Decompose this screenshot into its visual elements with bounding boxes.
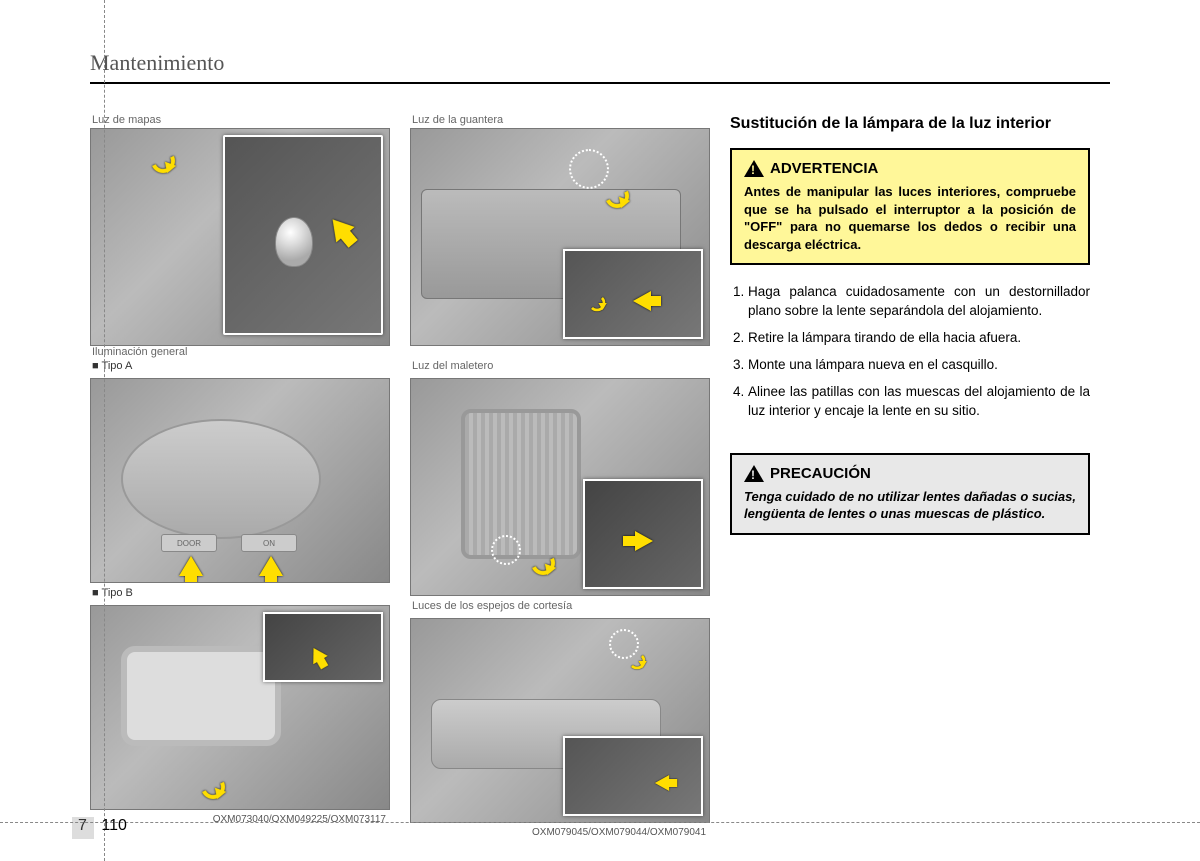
figure-vanity xyxy=(410,618,710,823)
step-item: Retire la lámpara tirando de ella hacia … xyxy=(748,329,1090,348)
figure-inset xyxy=(263,612,383,682)
caution-title: PRECAUCIÓN xyxy=(770,465,871,482)
on-button-label: ON xyxy=(241,534,297,552)
figure-inset xyxy=(583,479,703,589)
lens-graphic xyxy=(461,409,581,559)
warning-body: Antes de manipular las luces interiores,… xyxy=(744,183,1076,253)
step-item: Haga palanca cuidadosamente con un desto… xyxy=(748,283,1090,321)
caption-glove: Luz de la guantera xyxy=(410,114,710,126)
figure-inset xyxy=(223,135,383,335)
columns: Luz de mapas Iluminación general ■ Tipo … xyxy=(90,114,1110,838)
door-button-label: DOOR xyxy=(161,534,217,552)
caption-map-light: Luz de mapas xyxy=(90,114,390,126)
warning-title-row: ADVERTENCIA xyxy=(744,160,1076,177)
chapter-number: 7 xyxy=(78,817,87,834)
warning-triangle-icon xyxy=(744,160,764,177)
figure-inset xyxy=(563,249,703,339)
figure-glove xyxy=(410,128,710,346)
caution-body: Tenga cuidado de no utilizar lentes daña… xyxy=(744,488,1076,523)
dotted-circle xyxy=(569,149,609,189)
mirror-graphic xyxy=(121,646,281,746)
arrow-icon xyxy=(589,295,606,312)
figure-map-light xyxy=(90,128,390,346)
warning-title: ADVERTENCIA xyxy=(770,160,878,177)
arrow-icon xyxy=(633,291,651,311)
arrow-icon xyxy=(655,775,669,791)
bulb-graphic xyxy=(275,217,313,267)
caution-title-row: PRECAUCIÓN xyxy=(744,465,1076,482)
arrow-icon xyxy=(635,531,653,551)
figure-trunk xyxy=(410,378,710,596)
crop-mark xyxy=(0,822,1200,823)
arrow-icon xyxy=(148,146,179,177)
caption-general: Iluminación general xyxy=(90,346,390,358)
subheading: Sustitución de la lámpara de la luz inte… xyxy=(730,114,1090,134)
title-rule xyxy=(90,82,1110,84)
arrow-icon xyxy=(259,556,283,576)
dotted-circle xyxy=(491,535,521,565)
label-tipo-a: ■ Tipo A xyxy=(90,360,390,372)
step-item: Monte una lámpara nueva en el casquillo. xyxy=(748,356,1090,375)
column-right: Sustitución de la lámpara de la luz inte… xyxy=(730,114,1090,838)
caption-trunk: Luz del maletero xyxy=(410,360,710,372)
lens-graphic xyxy=(121,419,321,539)
crop-mark xyxy=(104,0,105,861)
arrow-icon xyxy=(198,772,229,803)
arrow-icon xyxy=(306,644,328,665)
page-number-value: 110 xyxy=(101,817,127,834)
arrow-icon xyxy=(179,556,203,576)
arrow-icon xyxy=(629,653,646,670)
page-content: Mantenimiento Luz de mapas Iluminación g… xyxy=(90,50,1110,838)
image-code-left: OXM073040/OXM049225/OXM073117 xyxy=(90,814,390,825)
steps-list: Haga palanca cuidadosamente con un desto… xyxy=(730,283,1090,428)
column-mid: Luz de la guantera Luz del maletero xyxy=(410,114,710,838)
section-title: Mantenimiento xyxy=(90,50,1110,76)
figure-general-a: DOOR ON xyxy=(90,378,390,583)
figure-general-b xyxy=(90,605,390,810)
figure-inset xyxy=(563,736,703,816)
warning-box: ADVERTENCIA Antes de manipular las luces… xyxy=(730,148,1090,265)
step-item: Alinee las patillas con las muescas del … xyxy=(748,383,1090,421)
caution-box: PRECAUCIÓN Tenga cuidado de no utilizar … xyxy=(730,453,1090,535)
column-left: Luz de mapas Iluminación general ■ Tipo … xyxy=(90,114,390,838)
image-code-mid: OXM079045/OXM079044/OXM079041 xyxy=(410,827,710,838)
caution-triangle-icon xyxy=(744,465,764,482)
arrow-icon xyxy=(323,212,354,243)
page-number: 7 110 xyxy=(78,817,127,835)
label-tipo-b: ■ Tipo B xyxy=(90,587,390,599)
caption-vanity: Luces de los espejos de cortesía xyxy=(410,600,710,612)
